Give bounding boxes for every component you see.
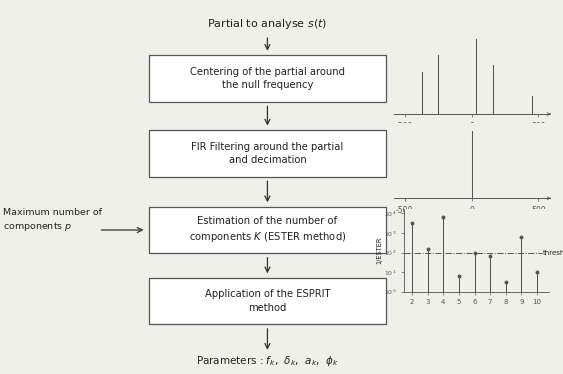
Text: Maximum number of
components $p$: Maximum number of components $p$: [3, 208, 102, 233]
FancyBboxPatch shape: [149, 130, 386, 177]
Text: Application of the ESPRIT
method: Application of the ESPRIT method: [205, 289, 330, 313]
Text: Partial to analyse $s(t)$: Partial to analyse $s(t)$: [207, 17, 328, 31]
Y-axis label: 1/ESTER: 1/ESTER: [377, 237, 383, 264]
Text: FIR Filtering around the partial
and decimation: FIR Filtering around the partial and dec…: [191, 141, 343, 165]
Text: Centering of the partial around
the null frequency: Centering of the partial around the null…: [190, 67, 345, 91]
FancyBboxPatch shape: [149, 206, 386, 254]
FancyBboxPatch shape: [149, 55, 386, 102]
Text: Estimation of the number of
components $K$ (ESTER method): Estimation of the number of components $…: [189, 216, 346, 244]
Text: threshold: threshold: [543, 249, 563, 255]
FancyBboxPatch shape: [149, 278, 386, 325]
Text: Parameters : $f_k$,  $\delta_k$,  $a_k$,  $\phi_k$: Parameters : $f_k$, $\delta_k$, $a_k$, $…: [196, 354, 339, 368]
